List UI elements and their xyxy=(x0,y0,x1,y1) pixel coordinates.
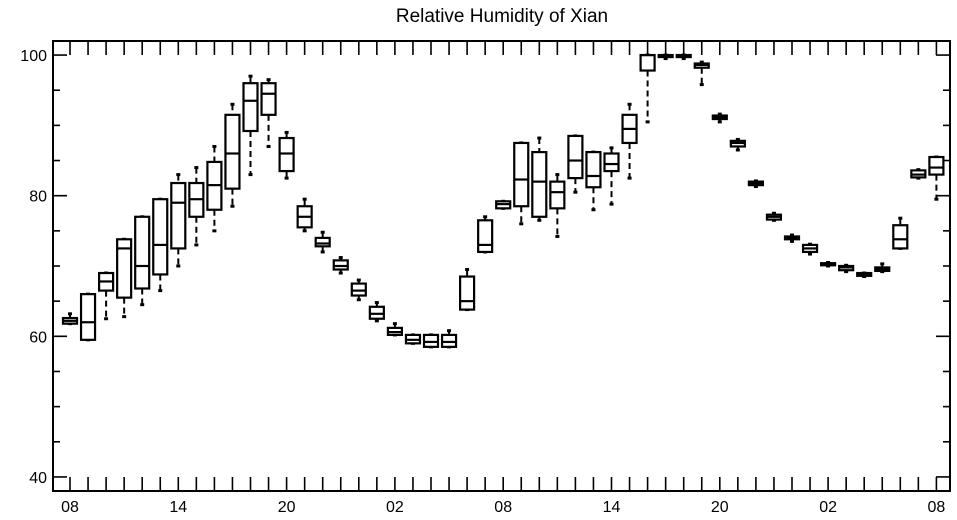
x-axis: 08 14 20 02 08 14 20 02 08 xyxy=(61,41,945,516)
box-item xyxy=(567,134,584,194)
box-rect xyxy=(314,236,331,248)
box-rect xyxy=(170,181,187,250)
x-tick-label: 20 xyxy=(278,499,296,516)
box-item xyxy=(459,268,476,312)
y-tick-label: 60 xyxy=(29,329,47,346)
box-rect xyxy=(116,238,133,299)
box-item xyxy=(170,173,187,268)
x-tick-label: 14 xyxy=(603,499,621,516)
box-rect xyxy=(477,219,494,254)
y-axis: 40 60 80 100 xyxy=(20,48,950,487)
box-item xyxy=(693,60,710,87)
box-rect xyxy=(134,215,151,290)
box-item xyxy=(368,301,385,323)
box-item xyxy=(531,136,548,222)
box-item xyxy=(819,260,837,268)
box-item xyxy=(116,237,133,319)
box-rect xyxy=(603,152,620,173)
box-rect xyxy=(224,113,241,190)
plot-frame xyxy=(52,40,951,492)
box-item xyxy=(892,216,909,250)
chart-title: Relative Humidity of Xian xyxy=(396,6,608,27)
box-item xyxy=(639,53,656,124)
box-rect xyxy=(892,224,909,250)
box-rect xyxy=(928,155,945,176)
box-rect xyxy=(567,134,584,180)
box-item xyxy=(603,146,620,206)
box-item xyxy=(765,211,783,222)
box-rect xyxy=(79,293,97,341)
box-item xyxy=(856,271,873,279)
box-item xyxy=(278,130,295,180)
box-item xyxy=(874,262,891,274)
x-tick-label: 08 xyxy=(61,499,79,516)
x-tick-label: 20 xyxy=(711,499,729,516)
x-tick-label: 08 xyxy=(928,499,946,516)
x-tick-label: 02 xyxy=(386,499,404,516)
box-item xyxy=(134,215,151,307)
box-item xyxy=(513,141,530,226)
box-item xyxy=(747,179,765,189)
box-rect xyxy=(639,53,656,72)
box-item xyxy=(549,173,566,238)
boxes-group xyxy=(61,53,945,349)
box-item xyxy=(404,333,422,345)
x-tick-label: 14 xyxy=(169,499,187,516)
box-item xyxy=(97,271,115,321)
box-item xyxy=(260,78,277,148)
box-item xyxy=(801,242,819,256)
box-item xyxy=(729,137,746,152)
box-item xyxy=(332,256,349,275)
box-rect xyxy=(260,82,277,116)
box-item xyxy=(657,53,674,61)
box-item xyxy=(783,233,801,243)
box-item xyxy=(206,144,223,233)
box-rect xyxy=(242,82,259,133)
box-item xyxy=(928,155,945,201)
box-item xyxy=(386,322,403,337)
box-item xyxy=(422,333,440,349)
box-item xyxy=(296,197,313,233)
box-item xyxy=(188,166,205,247)
box-item xyxy=(585,150,602,212)
box-item xyxy=(440,329,458,349)
y-tick-label: 100 xyxy=(20,48,47,65)
box-rect xyxy=(513,141,530,208)
x-tick-label: 02 xyxy=(819,499,837,516)
box-item xyxy=(910,168,927,180)
box-item xyxy=(152,197,169,293)
box-item xyxy=(711,112,728,124)
x-tick-label: 08 xyxy=(494,499,512,516)
box-item xyxy=(621,102,638,180)
box-rect xyxy=(549,180,566,210)
box-item xyxy=(675,53,692,61)
box-item xyxy=(61,312,79,326)
box-rect xyxy=(152,198,169,276)
y-tick-label: 40 xyxy=(29,470,47,487)
box-item xyxy=(224,102,241,208)
y-tick-label: 80 xyxy=(29,189,47,206)
box-item xyxy=(350,278,367,302)
box-rect xyxy=(459,275,476,311)
box-item xyxy=(495,199,512,210)
box-item xyxy=(477,215,494,254)
box-rect xyxy=(585,150,602,189)
box-item xyxy=(838,263,855,274)
box-item xyxy=(314,230,331,254)
box-item xyxy=(79,292,97,342)
box-rect xyxy=(531,150,548,218)
box-item xyxy=(242,74,259,177)
